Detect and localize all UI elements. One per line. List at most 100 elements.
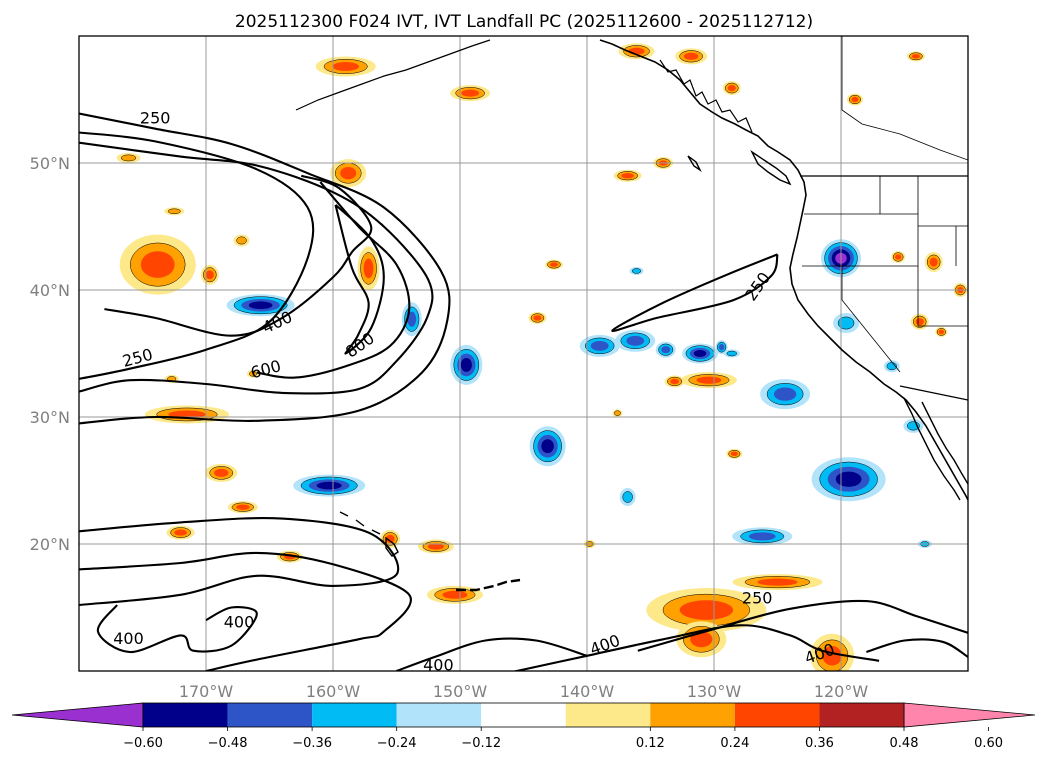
pc-contour-fill (140, 251, 175, 278)
colorbar-swatch (650, 703, 735, 727)
pc-anomaly-region (833, 313, 860, 334)
pc-anomaly-region (629, 266, 644, 275)
pc-anomaly-region (619, 488, 636, 507)
ivt-contour-250 (79, 517, 400, 607)
pc-anomaly-region (760, 379, 811, 410)
colorbar-tick-label: −0.60 (123, 736, 163, 751)
pc-anomaly-region (675, 48, 708, 65)
ivt-contour-400 (79, 141, 434, 395)
pc-anomaly-region (528, 311, 547, 324)
pc-contour-fill (684, 52, 699, 60)
pc-contour-fill (626, 335, 645, 346)
longitude-tick-label: 130°W (687, 682, 742, 701)
pc-contour-fill (679, 600, 734, 620)
pc-contour-fill (363, 258, 374, 279)
longitude-tick-label: 120°W (814, 682, 869, 701)
figure-title: 2025112300 F024 IVT, IVT Landfall PC (20… (235, 12, 813, 32)
pc-contour-fill (727, 84, 736, 92)
pc-anomaly-region (579, 334, 620, 357)
pc-anomaly-region (613, 169, 642, 182)
latitude-tick-label: 50°N (30, 154, 70, 173)
pc-anomaly-region (544, 259, 563, 270)
ivt-contour-250 (637, 599, 968, 652)
pc-anomaly-region (646, 588, 767, 633)
pc-anomaly-region (200, 264, 219, 285)
latitude-tick-labels: 50°N 40°N 30°N 20°N (30, 154, 70, 554)
pc-anomaly-region (426, 585, 483, 604)
pc-contour-fill (730, 451, 738, 457)
pc-contour-fill (614, 410, 621, 416)
pc-anomaly-region (883, 360, 900, 373)
pc-anomaly-region (732, 574, 823, 591)
pc-anomaly-region (910, 313, 929, 330)
pc-contour-fill (757, 578, 798, 586)
pc-anomaly-region (227, 501, 258, 514)
pc-contour-fill (168, 410, 206, 419)
pc-contour-fill (236, 236, 247, 245)
ivt-contour-400 (396, 637, 588, 671)
haida-gwaii (687, 155, 702, 173)
colorbar-tick-label: −0.12 (461, 736, 501, 751)
longitude-tick-label: 150°W (433, 682, 488, 701)
pc-contour-fill (332, 62, 360, 71)
pc-contour-fill (427, 543, 444, 550)
pc-contour-fill (174, 529, 187, 536)
pc-contour-fill (835, 471, 862, 487)
pc-anomaly-region (618, 43, 655, 60)
pc-contour-fill (407, 311, 417, 327)
pc-contour-fill (938, 329, 944, 335)
pc-contour-fill (205, 270, 214, 280)
pc-contour-fill (460, 357, 472, 372)
colorbar-swatch (481, 703, 566, 727)
pc-contour-fill (249, 371, 257, 377)
vancouver-island (750, 149, 792, 186)
ivt-contour-250 (79, 112, 451, 425)
pc-contour-fill (895, 254, 902, 260)
colorbar-tick-label: −0.48 (208, 736, 248, 751)
pc-contour-fill (590, 340, 609, 351)
pc-contour-fill (748, 532, 776, 541)
us-mexico-border (899, 385, 968, 401)
pc-contour-fill (214, 468, 229, 477)
pc-anomaly-region (293, 474, 366, 497)
ivt-contour-250 (611, 253, 779, 333)
ivt-contour-600 (256, 181, 411, 379)
ivt-contour-400 (104, 174, 373, 337)
colorbar-tick-label: 0.12 (636, 736, 665, 751)
pc-contour-fill (851, 96, 859, 103)
pc-anomaly-region (315, 56, 376, 77)
colorbar-swatch (565, 703, 651, 727)
ivt-contour-400 (79, 551, 412, 671)
pc-contour-fill (236, 504, 250, 510)
pc-contour-fill (628, 47, 645, 55)
pc-anomaly-region (935, 326, 948, 337)
pc-anomaly-region (450, 344, 483, 385)
colorbar-extend-min (11, 702, 144, 728)
pc-anomaly-region (401, 302, 422, 337)
pc-anomaly-region (811, 457, 886, 502)
pc-anomaly-region (116, 152, 141, 163)
contour-label: 400 (224, 612, 255, 631)
pc-contour-fill (915, 318, 924, 326)
pc-contour-fill (167, 208, 181, 214)
pc-anomaly-region (732, 527, 793, 546)
pc-anomaly-region (330, 159, 367, 188)
pc-anomaly-region (529, 426, 566, 467)
pc-anomaly-region (682, 343, 719, 364)
colorbar-swatch (143, 703, 228, 727)
pc-anomaly-region (846, 93, 863, 106)
coastline-layer (295, 36, 968, 592)
latitude-tick-label: 30°N (30, 408, 70, 427)
pc-anomaly-region (676, 621, 727, 658)
contour-label: 400 (423, 656, 454, 675)
ivt-contour-layer (79, 112, 968, 671)
ivt-contour-400 (96, 604, 258, 654)
longitude-tick-label: 140°W (560, 682, 615, 701)
colorbar-tick-label: 0.60 (974, 736, 1003, 751)
pc-anomaly-region (722, 81, 741, 96)
pc-contour-fill (541, 439, 554, 454)
pc-contour-fill (774, 387, 797, 401)
pc-contour-fill (718, 344, 725, 351)
